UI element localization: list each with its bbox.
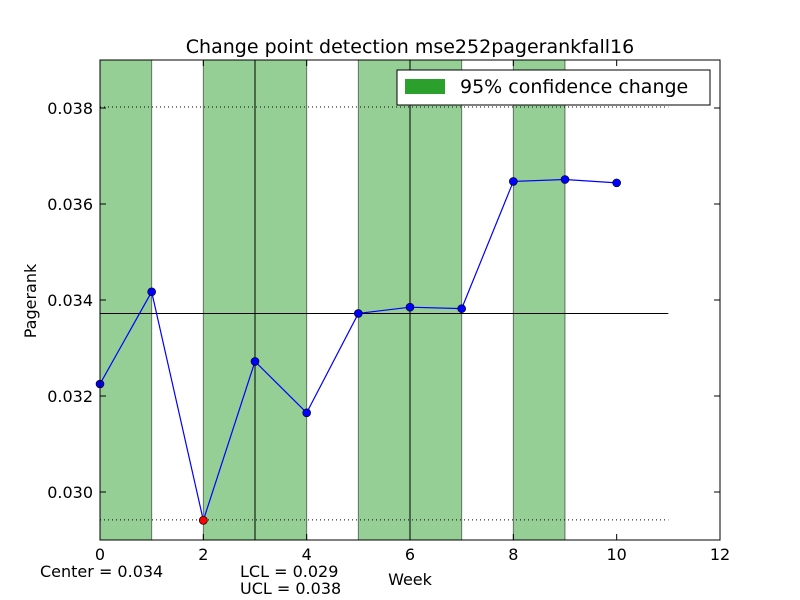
x-tick-label: 0 <box>95 545 105 564</box>
confidence-region <box>202 59 256 541</box>
center-annotation: Center = 0.034 <box>40 562 163 581</box>
legend: 95% confidence change <box>396 69 711 106</box>
y-tick-label: 0.036 <box>47 195 93 214</box>
out-of-control-point <box>199 516 208 525</box>
x-tick-label: 8 <box>508 545 518 564</box>
x-tick-label: 2 <box>198 545 208 564</box>
reference-lines <box>100 60 669 540</box>
x-tick-label: 6 <box>405 545 415 564</box>
data-point <box>354 309 363 318</box>
data-point <box>147 287 156 297</box>
confidence-region <box>357 59 411 541</box>
y-tick-label: 0.032 <box>47 387 93 406</box>
data-point <box>612 178 621 188</box>
data-point <box>560 175 570 184</box>
data-point <box>250 357 260 366</box>
data-point <box>457 304 466 313</box>
y-axis-label: Pagerank <box>21 263 40 338</box>
data-point <box>405 302 415 312</box>
x-tick-label: 4 <box>302 545 312 564</box>
data-point <box>509 177 518 186</box>
x-tick-label: 12 <box>710 545 730 564</box>
x-tick-label: 10 <box>606 545 626 564</box>
legend-swatch <box>405 79 445 94</box>
confidence-region <box>409 59 463 541</box>
y-tick-label: 0.030 <box>47 483 93 502</box>
ucl-annotation: UCL = 0.038 <box>240 579 341 598</box>
chart-title: Change point detection mse252pagerankfal… <box>186 36 634 58</box>
data-point <box>302 408 311 418</box>
legend-box <box>396 69 711 106</box>
y-tick-label: 0.038 <box>47 99 93 118</box>
confidence-region <box>512 59 566 541</box>
confidence-region <box>254 59 308 541</box>
axis-ticks: 0 2 4 6 8 10 12 0.030 0.032 0.034 0.036 0.038 <box>47 60 730 564</box>
pagerank-series <box>95 175 621 525</box>
legend-label: 95% confidence change <box>460 76 688 98</box>
x-axis-label: Week <box>388 570 433 589</box>
confidence-change-regions <box>99 59 566 541</box>
lcl-annotation: LCL = 0.029 <box>240 562 338 581</box>
confidence-region <box>99 59 153 541</box>
y-tick-label: 0.034 <box>47 291 93 310</box>
